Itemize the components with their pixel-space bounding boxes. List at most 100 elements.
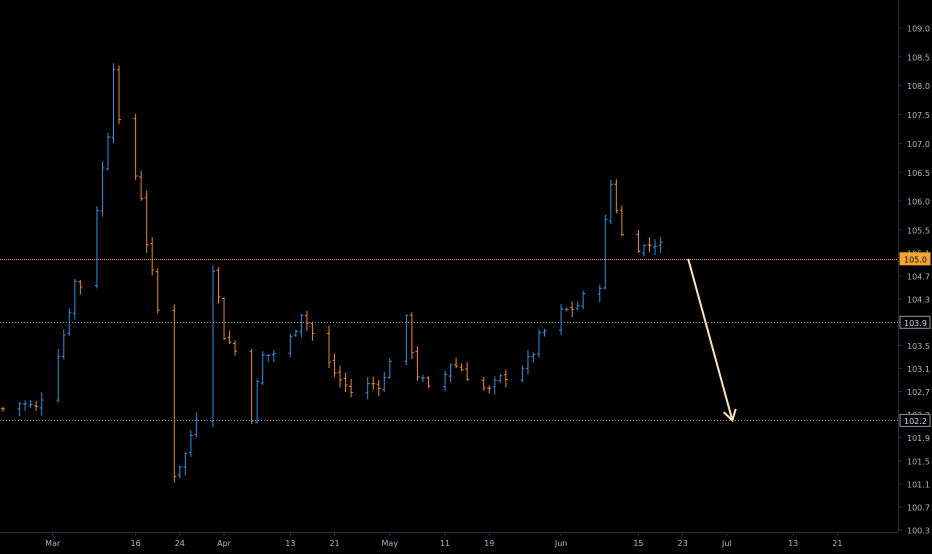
price-tick-label: 100.7	[907, 503, 930, 512]
arrow-shaft	[687, 258, 734, 421]
time-axis: Mar 16 24 Apr 13 21 May 11 19 Jun 15 23 Jul 13 21	[0, 532, 898, 548]
ohlc-bar	[387, 357, 392, 379]
ohlc-bar	[581, 290, 586, 310]
ohlc-bar	[183, 451, 188, 476]
price-tick-label: 106.0	[907, 198, 930, 207]
ohlc-bar	[332, 353, 337, 377]
time-tick-label: Apr	[217, 539, 232, 548]
price-axis: 100.3100.7101.1101.5101.9102.3102.7103.1…	[898, 0, 931, 536]
price-level-text: 102.2	[904, 417, 927, 426]
ohlc-bar	[271, 350, 276, 363]
ohlc-bar	[443, 370, 448, 392]
ohlc-bar	[299, 313, 304, 338]
ohlc-bar	[288, 333, 293, 357]
ohlc-bar	[28, 400, 33, 408]
price-tick-label: 108.0	[907, 82, 930, 91]
ohlc-bar	[658, 237, 663, 253]
ohlc-bar	[614, 179, 619, 214]
time-tick-label: Jun	[554, 539, 568, 548]
ohlc-bar	[404, 314, 409, 366]
price-level-label: 103.9	[899, 315, 931, 329]
ohlc-bar	[503, 369, 508, 388]
ohlc-bar	[608, 179, 613, 225]
time-tick-label: 21	[329, 539, 339, 548]
ohlc-bar	[459, 363, 464, 372]
ohlc-bar	[376, 379, 381, 397]
arrow-head	[722, 408, 737, 423]
ohlc-bar	[343, 372, 348, 392]
ohlc-bar	[636, 230, 641, 253]
price-tick-label: 108.5	[907, 53, 930, 62]
time-tick-label: 24	[175, 539, 185, 548]
time-tick-label: 19	[484, 539, 494, 548]
ohlc-bar	[78, 280, 83, 295]
ohlc-bar	[641, 243, 646, 257]
ohlc-bar	[426, 376, 431, 389]
ohlc-bar	[155, 268, 160, 314]
price-tick-label: 106.5	[907, 169, 930, 178]
price-level-text: 103.9	[904, 319, 927, 328]
price-level-box	[899, 252, 931, 266]
ohlc-bar	[72, 278, 77, 320]
time-tick-label: 15	[633, 539, 643, 548]
price-tick-label: 101.5	[907, 457, 930, 466]
price-tick-label: 107.5	[907, 111, 930, 120]
ohlc-bar	[310, 321, 315, 341]
ohlc-bar	[570, 301, 575, 318]
price-tick-label: 107.0	[907, 140, 930, 149]
ohlc-bar	[255, 379, 260, 424]
price-bars	[1, 63, 663, 483]
ohlc-bar	[465, 361, 470, 381]
ohlc-bar	[653, 239, 658, 256]
ohlc-bar	[23, 400, 28, 411]
ohlc-bar	[531, 352, 536, 363]
ohlc-bar	[216, 267, 221, 304]
ohlc-bar	[105, 132, 110, 171]
ohlc-bar	[144, 190, 149, 253]
ohlc-bar	[139, 170, 144, 201]
time-tick-label: May	[382, 539, 399, 548]
ohlc-bar	[117, 65, 122, 125]
ohlc-bar	[177, 465, 182, 479]
ohlc-bar	[172, 304, 177, 483]
ohlc-bar	[382, 371, 387, 392]
ohlc-bar	[61, 329, 66, 360]
price-tick-label: 101.9	[907, 434, 930, 443]
ohlc-bar	[371, 376, 376, 390]
ohlc-bar	[111, 63, 116, 144]
ohlc-bar	[188, 430, 193, 457]
price-level-box	[899, 413, 931, 427]
ohlc-bar	[564, 307, 569, 312]
price-tick-label: 105.5	[907, 226, 930, 235]
ohlc-bar	[409, 312, 414, 360]
ohlc-bar	[542, 329, 547, 337]
price-level-label: 105.0	[899, 252, 931, 266]
price-level-text: 105.0	[904, 255, 927, 264]
ohlc-bar	[520, 365, 525, 383]
price-tick-label: 100.3	[907, 527, 930, 536]
time-tick-label: 11	[440, 539, 450, 548]
time-tick-label: 21	[832, 539, 842, 548]
ohlc-bar	[1, 406, 5, 412]
ohlc-bar	[222, 296, 227, 340]
price-level-label: 102.2	[899, 413, 931, 427]
ohlc-bar	[17, 402, 22, 417]
price-tick-label: 102.7	[907, 388, 930, 397]
ohlc-bar	[260, 351, 265, 385]
ohlc-bar	[487, 385, 492, 394]
ohlc-bar	[293, 329, 298, 337]
price-tick-label: 104.7	[907, 273, 930, 282]
ohlc-bar	[536, 329, 541, 358]
ohlc-bar	[575, 301, 580, 311]
ohlc-bar	[365, 377, 370, 400]
projection-arrow	[687, 258, 737, 423]
time-tick-label: Mar	[45, 539, 61, 548]
ohlc-bar	[448, 363, 453, 383]
price-tick-label: 104.3	[907, 296, 930, 305]
ohlc-bar	[415, 346, 420, 381]
ohlc-bar	[327, 325, 332, 369]
time-tick-label: 13	[285, 539, 295, 548]
price-tick-label: 103.1	[907, 365, 930, 374]
ohlc-bar	[492, 376, 497, 395]
